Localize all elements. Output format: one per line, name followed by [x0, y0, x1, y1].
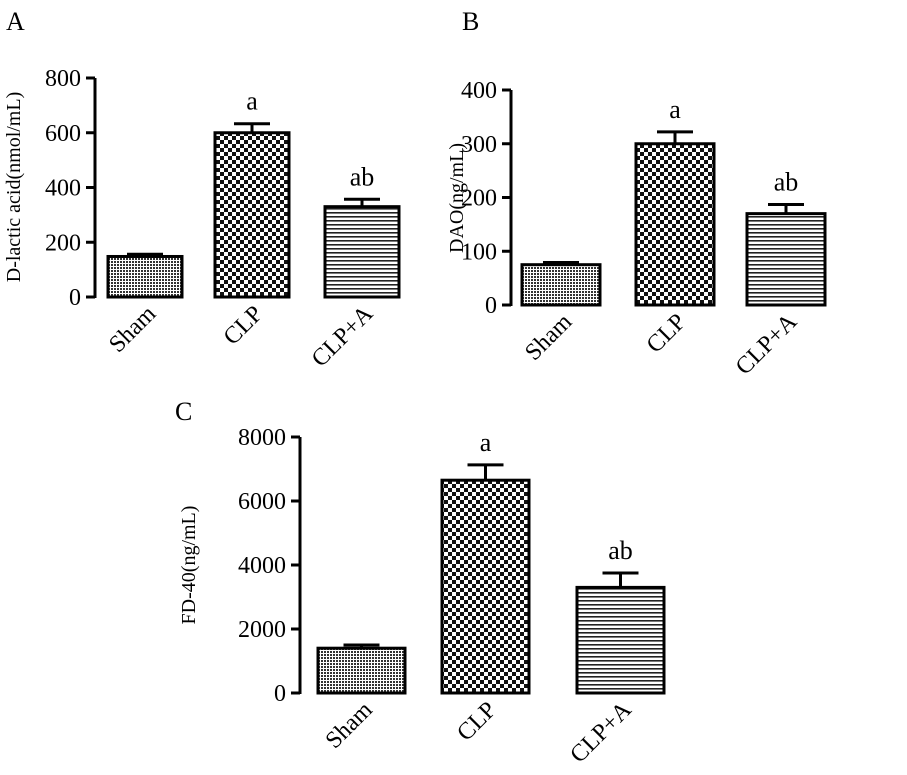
y-tick-label: 0 — [274, 681, 286, 707]
y-tick-label: 800 — [45, 66, 81, 92]
significance-label: ab — [350, 162, 375, 191]
chart-panel-a: A 0 200 400 600 800 D-lactic acid(nmol/mL) Sham… — [3, 7, 401, 372]
y-tick-label: 0 — [69, 285, 81, 311]
x-category-label: CLP — [219, 301, 269, 351]
x-category-label: Sham — [104, 301, 161, 358]
panel-letter: A — [6, 7, 25, 36]
x-category-label: CLP+A — [731, 308, 803, 380]
y-tick-label: 200 — [45, 230, 81, 256]
y-tick-label: 0 — [485, 293, 497, 319]
significance-label: a — [246, 87, 258, 116]
bar-sham — [106, 254, 184, 299]
significance-label: ab — [774, 167, 799, 196]
bar-clp — [213, 131, 291, 299]
bar-clp-plus-a — [745, 212, 827, 307]
y-tick-label: 300 — [461, 132, 497, 158]
x-category-label: Sham — [520, 309, 577, 366]
bar-sham — [316, 646, 407, 695]
bar-clp-plus-a — [575, 585, 666, 695]
bar-clp — [440, 478, 531, 695]
y-axis-label: DAO(ng/mL) — [446, 143, 468, 253]
y-tick-label: 6000 — [238, 489, 286, 515]
y-tick-label: 400 — [45, 176, 81, 202]
significance-label: a — [480, 428, 492, 457]
y-tick-label: 100 — [461, 239, 497, 265]
chart-panel-b: B 0 100 200 300 400 DAO(ng/mL) Sham a CLP ab CLP+A — [446, 7, 827, 380]
bar-clp — [634, 142, 716, 307]
x-category-label: CLP — [642, 309, 692, 359]
bar-clp-plus-a — [323, 205, 401, 299]
y-tick-label: 200 — [461, 186, 497, 212]
y-axis-label: D-lactic acid(nmol/mL) — [3, 92, 25, 282]
x-category-label: CLP — [452, 697, 502, 747]
y-tick-label: 4000 — [238, 553, 286, 579]
y-tick-label: 8000 — [238, 425, 286, 451]
x-category-label: Sham — [321, 697, 378, 754]
significance-label: ab — [608, 536, 633, 565]
panel-letter: C — [175, 397, 192, 426]
x-category-label: CLP+A — [307, 300, 379, 372]
chart-panel-c: C 0 2000 4000 6000 8000 FD-40(ng/mL) Sham a CLP ab… — [175, 397, 666, 768]
x-category-label: CLP+A — [565, 696, 637, 768]
y-axis-label: FD-40(ng/mL) — [178, 506, 200, 625]
y-tick-label: 2000 — [238, 617, 286, 643]
y-tick-label: 600 — [45, 121, 81, 147]
significance-label: a — [669, 95, 681, 124]
y-tick-label: 400 — [461, 78, 497, 104]
panel-letter: B — [462, 7, 479, 36]
bar-sham — [520, 263, 602, 307]
